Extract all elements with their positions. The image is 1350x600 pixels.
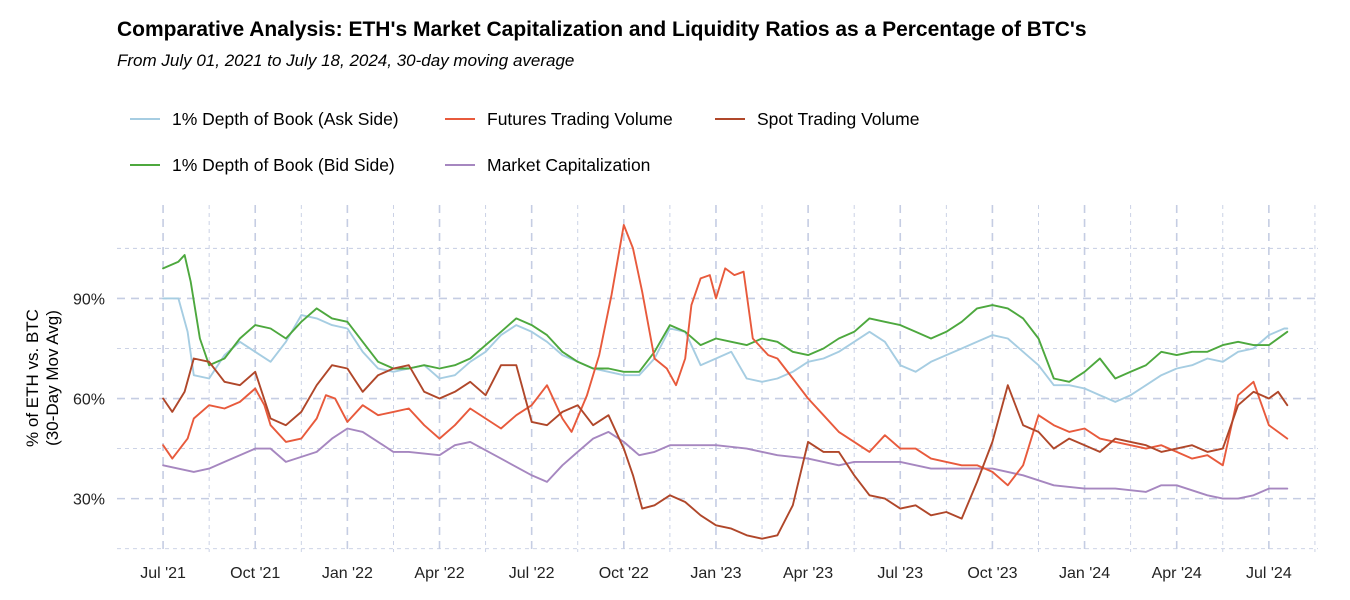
- chart-subtitle: From July 01, 2021 to July 18, 2024, 30-…: [117, 51, 575, 70]
- x-tick-label: Oct '22: [599, 565, 649, 582]
- x-tick-label: Jan '22: [322, 565, 373, 582]
- legend-swatch-ask-depth: [130, 118, 160, 120]
- y-tick-label: 30%: [73, 492, 105, 509]
- y-axis-title-line1: % of ETH vs. BTC: [23, 309, 42, 447]
- y-axis-title: % of ETH vs. BTC (30-Day Mov Avg): [23, 309, 62, 447]
- x-tick-label: Jul '23: [877, 565, 923, 582]
- legend-item-bid-depth: 1% Depth of Book (Bid Side): [130, 155, 445, 176]
- chart-grid: [117, 205, 1318, 552]
- x-tick-label: Jul '24: [1246, 565, 1292, 582]
- legend-row: 1% Depth of Book (Bid Side) Market Capit…: [130, 142, 1030, 188]
- chart-series-lines: [162, 224, 1289, 540]
- series-line-futures-volume: [162, 224, 1289, 487]
- series-line-ask-depth: [162, 297, 1289, 403]
- y-axis-tick-labels: 30% 60% 90%: [73, 291, 105, 508]
- x-tick-label: Oct '21: [230, 565, 280, 582]
- x-tick-label: Jul '22: [509, 565, 555, 582]
- x-tick-label: Apr '24: [1152, 565, 1202, 582]
- legend-swatch-bid-depth: [130, 164, 160, 166]
- legend-label-ask-depth: 1% Depth of Book (Ask Side): [172, 108, 399, 129]
- series-line-bid-depth: [162, 254, 1289, 383]
- legend-label-bid-depth: 1% Depth of Book (Bid Side): [172, 154, 395, 175]
- y-tick-label: 60%: [73, 392, 105, 409]
- chart-title: Comparative Analysis: ETH's Market Capit…: [117, 18, 1087, 41]
- legend-item-market-cap: Market Capitalization: [445, 155, 715, 176]
- x-axis-tick-labels: Jul '21 Oct '21 Jan '22 Apr '22 Jul '22 Oct '…: [140, 565, 1292, 582]
- x-tick-label: Apr '23: [783, 565, 833, 582]
- series-line-market-cap: [162, 427, 1289, 500]
- x-tick-label: Apr '22: [414, 565, 464, 582]
- legend-swatch-futures-volume: [445, 118, 475, 120]
- y-tick-label: 90%: [73, 291, 105, 308]
- legend-item-ask-depth: 1% Depth of Book (Ask Side): [130, 109, 445, 130]
- x-tick-label: Jan '23: [690, 565, 741, 582]
- legend-swatch-market-cap: [445, 164, 475, 166]
- series-line-spot-volume: [162, 357, 1289, 540]
- legend-item-spot-volume: Spot Trading Volume: [715, 109, 975, 130]
- legend-row: 1% Depth of Book (Ask Side) Futures Trad…: [130, 96, 1030, 142]
- chart-legend: 1% Depth of Book (Ask Side) Futures Trad…: [130, 96, 1030, 188]
- legend-swatch-spot-volume: [715, 118, 745, 120]
- legend-label-futures-volume: Futures Trading Volume: [487, 108, 673, 129]
- legend-item-futures-volume: Futures Trading Volume: [445, 109, 715, 130]
- y-axis-title-line2: (30-Day Mov Avg): [43, 310, 62, 446]
- x-tick-label: Jan '24: [1059, 565, 1110, 582]
- x-tick-label: Oct '23: [967, 565, 1017, 582]
- legend-label-market-cap: Market Capitalization: [487, 154, 651, 175]
- x-tick-label: Jul '21: [140, 565, 186, 582]
- legend-label-spot-volume: Spot Trading Volume: [757, 108, 920, 129]
